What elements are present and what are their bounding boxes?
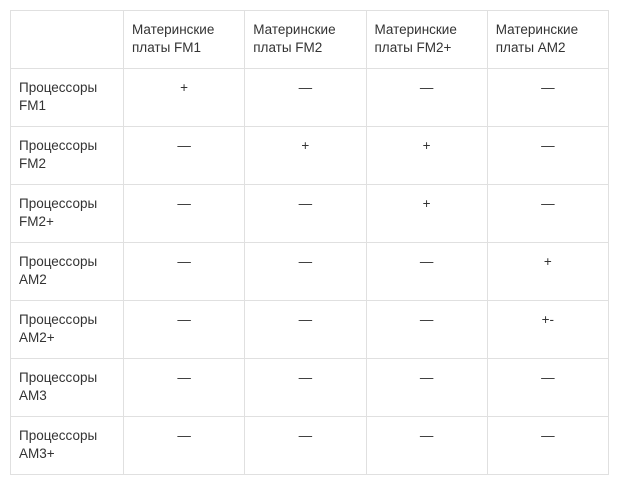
table-cell: — [124, 359, 245, 417]
table-cell: — [487, 359, 608, 417]
table-row: Процессоры FM1 + — — — [11, 69, 609, 127]
table-cell: + [366, 127, 487, 185]
row-header: Процессоры AM2+ [11, 301, 124, 359]
table-row: Процессоры AM3 — — — — [11, 359, 609, 417]
table-cell: — [366, 69, 487, 127]
table-cell: — [245, 417, 366, 475]
table-cell: — [245, 301, 366, 359]
table-cell: + [487, 243, 608, 301]
table-cell: — [366, 243, 487, 301]
table-row: Процессоры FM2+ — — + — [11, 185, 609, 243]
table-cell: — [487, 417, 608, 475]
table-cell: — [124, 417, 245, 475]
table-cell: — [245, 185, 366, 243]
corner-cell [11, 11, 124, 69]
row-header: Процессоры FM2+ [11, 185, 124, 243]
row-header: Процессоры FM2 [11, 127, 124, 185]
table-cell: — [487, 185, 608, 243]
column-header: Материнские платы FM1 [124, 11, 245, 69]
table-cell: — [124, 185, 245, 243]
table-row: Процессоры AM2 — — — + [11, 243, 609, 301]
table-cell: — [487, 69, 608, 127]
table-cell: — [245, 359, 366, 417]
table-cell: + [124, 69, 245, 127]
table-cell: — [124, 127, 245, 185]
column-header: Материнские платы FM2 [245, 11, 366, 69]
table-cell: — [124, 301, 245, 359]
row-header: Процессоры AM2 [11, 243, 124, 301]
table-cell: — [245, 69, 366, 127]
row-header: Процессоры AM3+ [11, 417, 124, 475]
table-cell: + [245, 127, 366, 185]
table-cell: — [366, 359, 487, 417]
table-row: Процессоры FM2 — + + — [11, 127, 609, 185]
table-cell: — [366, 301, 487, 359]
table-cell: — [487, 127, 608, 185]
table-cell: — [366, 417, 487, 475]
table-cell: + [366, 185, 487, 243]
row-header: Процессоры AM3 [11, 359, 124, 417]
table-row: Процессоры AM2+ — — — +- [11, 301, 609, 359]
table-cell: — [245, 243, 366, 301]
table-cell: — [124, 243, 245, 301]
table-row: Процессоры AM3+ — — — — [11, 417, 609, 475]
column-header: Материнские платы FM2+ [366, 11, 487, 69]
compatibility-table: Материнские платы FM1 Материнские платы … [10, 10, 609, 475]
row-header: Процессоры FM1 [11, 69, 124, 127]
table-header-row: Материнские платы FM1 Материнские платы … [11, 11, 609, 69]
column-header: Материнские платы AM2 [487, 11, 608, 69]
table-cell: +- [487, 301, 608, 359]
